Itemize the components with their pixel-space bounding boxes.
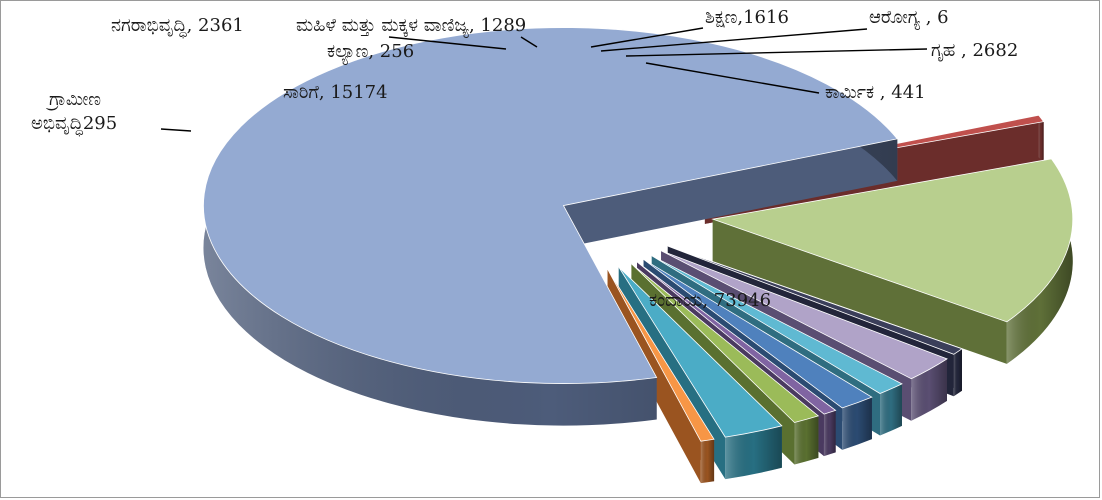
slice-top [618, 266, 783, 438]
slice-top [631, 263, 820, 423]
slice-top [643, 259, 873, 409]
label-griha: ಗೃಹ , 2682 [931, 40, 1018, 61]
slice-top [667, 245, 963, 355]
label-kalyana: ಕಲ್ಯಾಣ, 256 [327, 41, 414, 64]
pie-slice-3 [711, 158, 1074, 364]
slice-wall [712, 219, 1007, 364]
label-sarige: ಸಾರಿಗೆ, 15174 [283, 82, 388, 103]
leader-shikshana [590, 27, 704, 48]
slice-top [651, 255, 903, 394]
slice-rim-shade [823, 410, 836, 457]
label-mahile: ಮಹಿಳೆ ಮತ್ತು ಮಕ್ಕಳ ವಾಣಿಜ್ಯ, 1289 [296, 15, 526, 38]
slice-top [607, 269, 715, 442]
slice-top [203, 27, 898, 384]
leader-arogya [600, 28, 868, 52]
label-shikshana: ಶಿಕ್ಷಣ,1616 [705, 7, 789, 28]
label-karmika: ಕಾರ್ಮಿಕ , 441 [825, 82, 926, 103]
label-gramina-line1: ಗ್ರಾಮೀಣ [45, 89, 101, 111]
labels-layer: ಕಂದಾಯ, 73946 ಗ್ರಾಮೀಣ ಅಭಿವೃದ್ಧಿ295 ಸಾರಿಗೆ… [31, 7, 1018, 311]
slice-top [636, 261, 837, 415]
leader-gramina [160, 128, 192, 132]
slice-rim-shade [953, 348, 962, 397]
label-arogya: ಆರೋಗ್ಯ , 6 [869, 7, 949, 30]
leader-nagarabhivriddhi [388, 36, 507, 50]
slice-rim-shade [725, 425, 782, 480]
label-nagarabhivriddhi: ನಗರಾಭಿವೃದ್ಧಿ, 2361 [111, 15, 244, 39]
leader-lines [160, 27, 928, 132]
slice-rim-shade [842, 397, 872, 450]
slice-wall [563, 138, 898, 248]
slice-rim-shade [700, 439, 715, 484]
slice-top [711, 158, 1074, 323]
label-gramina-line2: ಅಭಿವೃದ್ಧಿ295 [31, 113, 117, 137]
slice-rim-shade [880, 383, 902, 436]
slice-rim-shade [1006, 158, 1073, 364]
slice-top [660, 250, 948, 380]
leader-karmika [645, 62, 820, 94]
slice-rim-shade [794, 415, 819, 465]
label-kandaya: ಕಂದಾಯ, 73946 [649, 290, 771, 311]
leader-mahile [520, 36, 538, 48]
slice-rim-shade [1038, 115, 1044, 164]
slices-layer [203, 27, 1074, 484]
pie-slice-1 [203, 27, 898, 426]
leader-griha [625, 48, 928, 57]
